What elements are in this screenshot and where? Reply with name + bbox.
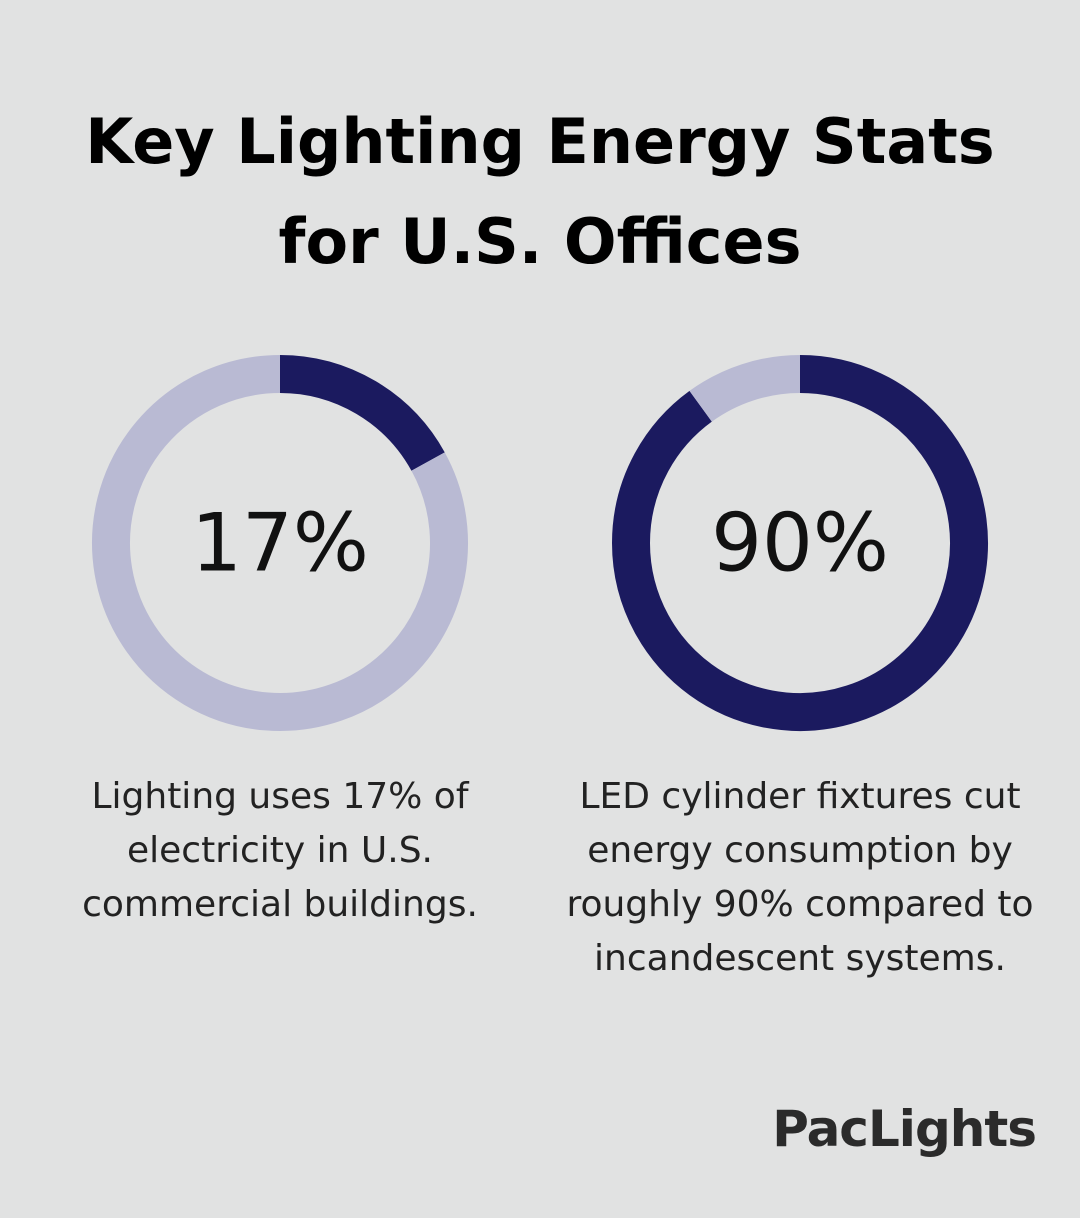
brand-logo: PacLights	[772, 1100, 1037, 1158]
donut-segment	[612, 355, 988, 731]
center-label: 90%	[711, 497, 889, 590]
caption: LED cylinder fixtures cut energy consump…	[566, 776, 1034, 979]
title: Key Lighting Energy Stats for U.S. Offic…	[85, 105, 995, 278]
donut-segment	[92, 355, 468, 731]
donut-segment	[689, 355, 801, 422]
donut-segment	[279, 355, 445, 472]
caption: Lighting uses 17% of electricity in U.S.…	[82, 776, 478, 925]
center-label: 17%	[191, 497, 369, 590]
